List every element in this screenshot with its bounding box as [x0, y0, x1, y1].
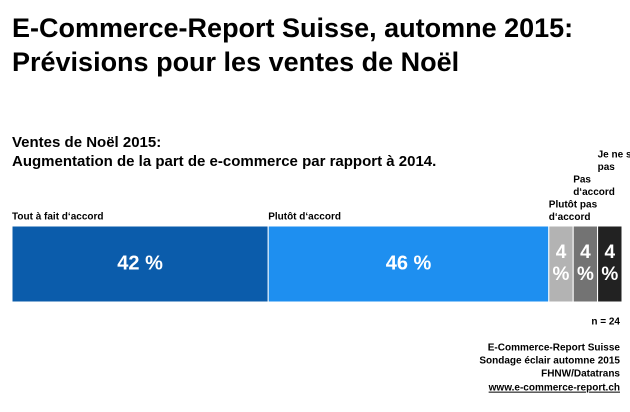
legend-label: Plutôt pas d‘accord	[549, 199, 598, 223]
legend-label: Je ne saispas	[598, 149, 630, 173]
value-label: 46 %	[386, 252, 432, 274]
legend-label: Plutôt d‘accord	[268, 212, 341, 223]
subtitle: Ventes de Noël 2015:	[12, 134, 161, 151]
value-label: 4%	[553, 242, 570, 285]
chart-title: E-Commerce-Report Suisse, automne 2015:	[12, 13, 573, 43]
bar-segment	[572, 225, 599, 303]
bar-segment	[548, 225, 574, 303]
value-label: 4%	[577, 242, 594, 285]
bar-segment	[267, 225, 550, 303]
subtitle: Augmentation de la part de e-commerce pa…	[12, 153, 436, 170]
chart-title: Prévisions pour les ventes de Noël	[12, 47, 459, 77]
source: FHNW/Datatrans	[541, 369, 620, 380]
sample-size: n = 24	[591, 317, 620, 328]
source: E-Commerce-Report Suisse	[488, 343, 621, 354]
bar-segment	[11, 225, 269, 303]
value-label: 4%	[601, 242, 618, 285]
legend-label: Pas d‘accord	[573, 174, 615, 198]
source: Sondage éclair automne 2015	[479, 356, 620, 367]
value-label: 42 %	[117, 252, 163, 274]
source-link: www.e-commerce-report.ch	[488, 383, 620, 394]
legend-label: Tout à fait d‘accord	[12, 212, 104, 223]
bar-segment	[597, 225, 623, 303]
